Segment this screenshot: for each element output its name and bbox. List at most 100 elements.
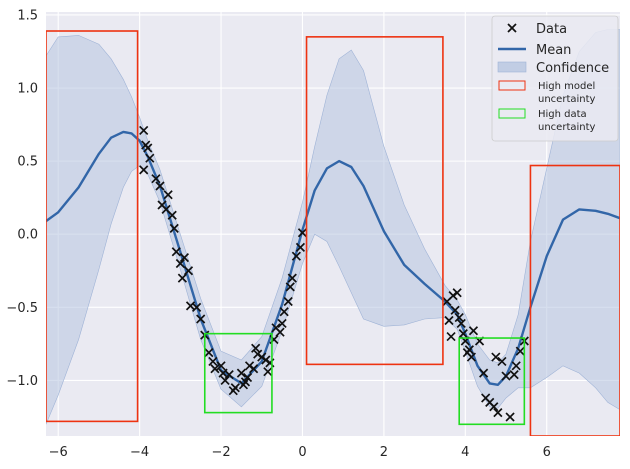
data-point-stroke (171, 247, 181, 257)
data-point (491, 352, 501, 362)
data-point-stroke (177, 273, 187, 283)
data-point (179, 253, 190, 263)
data-point-stroke (216, 361, 226, 371)
data-point-stroke (277, 318, 287, 329)
legend-data-marker (507, 23, 517, 33)
data-point (501, 371, 511, 381)
data-point (505, 412, 515, 422)
data-point-stroke (444, 315, 454, 326)
data-point-stroke (283, 296, 293, 307)
data-point (224, 369, 234, 380)
data-point-stroke (485, 397, 495, 407)
mean-line (46, 130, 620, 386)
high-model-uncertainty-box (46, 30, 139, 423)
data-point (291, 251, 301, 261)
data-point-stroke (192, 302, 202, 312)
data-point-stroke (291, 251, 301, 261)
data-point-stroke (249, 364, 259, 374)
data-point-stroke (446, 331, 456, 342)
data-point-stroke (196, 314, 206, 324)
data-point (143, 143, 153, 153)
data-point-stroke (501, 371, 511, 381)
data-point (216, 361, 226, 371)
data-point (175, 258, 185, 269)
x-tick-label: −6 (49, 445, 68, 460)
data-point (454, 312, 464, 323)
data-point-stroke (454, 312, 464, 323)
legend-data-uncertainty-label-2: uncertainty (538, 122, 596, 133)
data-point (458, 329, 468, 339)
x-tick-label: −4 (130, 445, 149, 460)
data-point-stroke (175, 258, 185, 269)
data-point-stroke (230, 383, 240, 393)
data-point-stroke (491, 352, 501, 362)
data-point (287, 273, 297, 283)
data-point (295, 242, 306, 252)
data-point (444, 315, 454, 326)
data-point-stroke (167, 210, 177, 220)
data-point-stroke (161, 204, 171, 214)
x-tick-label: 4 (461, 445, 469, 460)
x-axis-ticks: −6 −4 −2 0 2 4 6 (49, 445, 551, 460)
x-tick-label: 2 (380, 445, 388, 460)
data-point-stroke (489, 402, 499, 412)
high-model-uncertainty-box (305, 36, 444, 366)
data-point (479, 368, 489, 378)
y-tick-label: −0.5 (6, 301, 38, 316)
legend-model-uncertainty-label-2: uncertainty (538, 94, 596, 105)
data-point (177, 273, 187, 283)
data-point-stroke (458, 329, 468, 339)
data-point (163, 190, 173, 200)
data-point-stroke (287, 273, 297, 283)
data-point-stroke (515, 346, 525, 356)
data-point-stroke (183, 266, 194, 276)
data-point-stroke (295, 242, 306, 252)
data-point-stroke (452, 288, 462, 298)
data-point (279, 307, 289, 317)
data-point-stroke (505, 412, 515, 422)
data-point (220, 375, 230, 386)
data-point (466, 352, 477, 362)
data-point (249, 364, 259, 374)
legend-data-uncertainty-patch (498, 108, 526, 119)
data-point-stroke (169, 223, 179, 233)
data-point-stroke (224, 369, 234, 380)
legend-data-uncertainty-label-1: High data (538, 109, 587, 120)
data-point-stroke (151, 174, 161, 184)
data-point-stroke (450, 305, 460, 315)
data-point-stroke (251, 343, 261, 353)
high-data-uncertainty-box (203, 332, 273, 414)
data-point (285, 282, 295, 292)
data-point (251, 343, 261, 353)
data-point-stroke (271, 323, 281, 333)
data-point (446, 331, 456, 342)
data-point (277, 318, 287, 329)
y-tick-label: 1.0 (17, 82, 38, 97)
data-point-stroke (464, 345, 474, 355)
data-point-stroke (481, 393, 491, 403)
data-point-stroke (493, 408, 503, 418)
legend-data-label: Data (536, 22, 567, 37)
data-point-stroke (204, 348, 214, 358)
data-point (196, 314, 206, 324)
legend-confidence-patch (497, 61, 527, 73)
data-point-stroke (210, 364, 220, 374)
data-point (171, 247, 181, 257)
data-point (275, 327, 285, 337)
high-data-uncertainty-box (458, 337, 526, 426)
data-point (167, 210, 177, 220)
legend-model-uncertainty-label-1: High model (538, 81, 595, 92)
data-point (489, 402, 499, 412)
data-point (497, 356, 507, 367)
data-point (204, 348, 214, 358)
data-point-stroke (511, 361, 521, 371)
data-point (208, 356, 218, 367)
legend-box (491, 15, 619, 142)
data-point-stroke (468, 326, 479, 336)
data-point-stroke (208, 356, 218, 367)
y-tick-label: −1.0 (6, 374, 38, 389)
data-point-stroke (263, 367, 273, 377)
data-point (493, 408, 503, 418)
x-tick-label: 6 (543, 445, 551, 460)
data-point-stroke (155, 181, 165, 191)
